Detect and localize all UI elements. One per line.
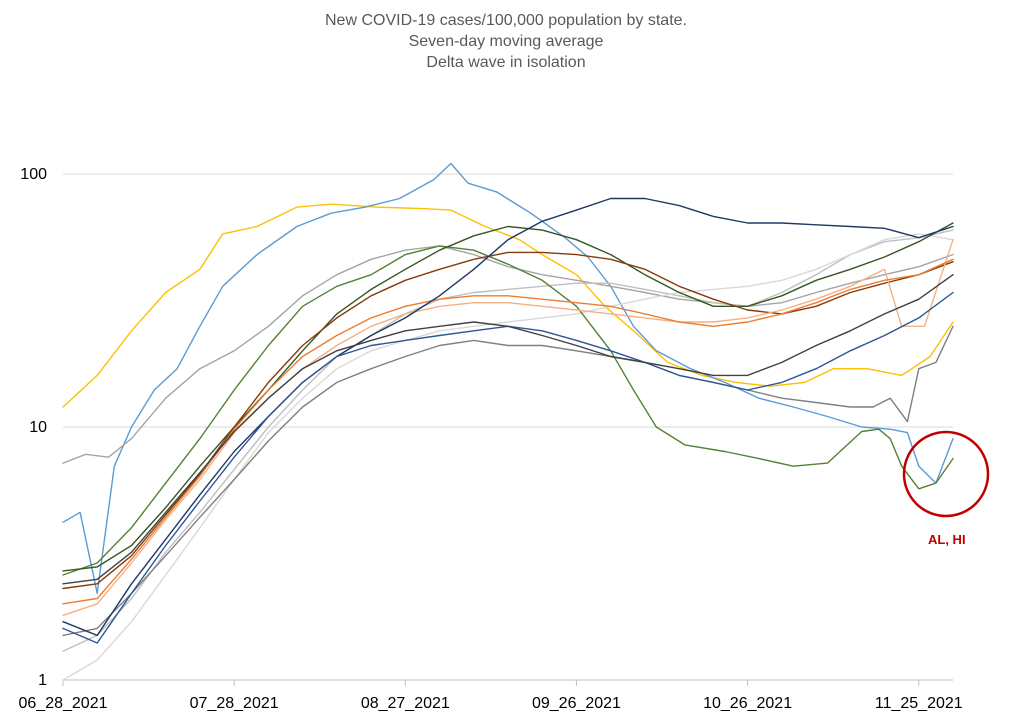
axes: 1 10 100 06_28_2021 07_28_2021 08_27_2021 09_2… xyxy=(19,166,963,712)
annotation: AL, HI xyxy=(902,430,990,547)
series-line-10 xyxy=(62,238,954,617)
series-line-12 xyxy=(62,197,954,637)
x-tick-label: 06_28_2021 xyxy=(19,695,108,712)
series-line-5 xyxy=(62,233,954,681)
series-line-6 xyxy=(62,325,954,637)
chart-title-line-2: Seven-day moving average xyxy=(408,33,604,50)
x-tick-label: 07_28_2021 xyxy=(190,695,279,712)
series-line-11 xyxy=(62,258,954,605)
chart-title-line-1: New COVID-19 cases/100,000 population by… xyxy=(325,12,687,29)
chart-title: New COVID-19 cases/100,000 population by… xyxy=(0,10,1012,73)
annotation-label: AL, HI xyxy=(928,532,966,547)
series-line-14 xyxy=(62,274,954,585)
series-line-7 xyxy=(62,245,954,576)
x-tick-label: 10_26_2021 xyxy=(703,695,792,712)
x-tick-label: 09_26_2021 xyxy=(532,695,621,712)
series-line-8 xyxy=(62,222,954,572)
series-line-2 xyxy=(62,162,954,595)
series-line-3 xyxy=(62,245,954,464)
series-lines xyxy=(62,162,954,681)
y-tick-label: 100 xyxy=(20,166,47,183)
series-line-4 xyxy=(62,229,954,652)
y-tick-label: 1 xyxy=(38,672,47,689)
gridlines xyxy=(63,173,953,428)
chart-title-line-3: Delta wave in isolation xyxy=(426,54,586,71)
series-line-1 xyxy=(62,203,954,408)
y-tick-label: 10 xyxy=(29,419,47,436)
x-tick-label: 08_27_2021 xyxy=(361,695,450,712)
x-tick-label: 11_25_2021 xyxy=(875,695,963,712)
annotation-circle xyxy=(902,430,990,518)
